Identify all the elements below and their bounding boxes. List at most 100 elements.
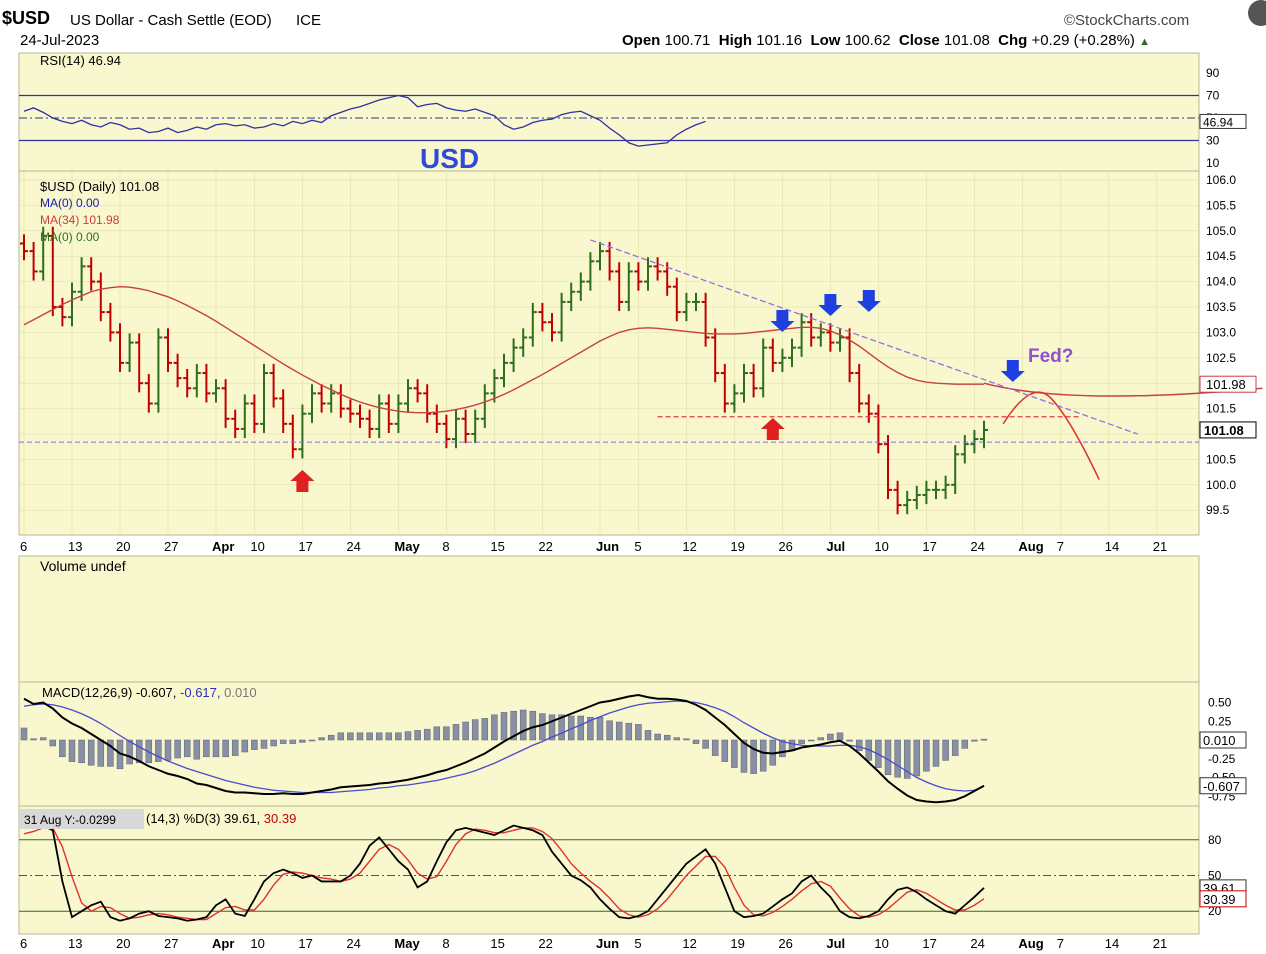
x-tick-label: 22 xyxy=(538,539,552,554)
x-tick-label: 24 xyxy=(970,539,984,554)
price-bar xyxy=(519,328,528,357)
price-tick-label: 101.5 xyxy=(1206,402,1236,416)
x-tick-label: 21 xyxy=(1153,539,1167,554)
price-bar xyxy=(20,234,28,261)
macd-histogram-bar xyxy=(279,739,287,744)
price-bar xyxy=(749,363,758,398)
price-tick-label: 103.0 xyxy=(1206,325,1236,339)
price-bar xyxy=(932,480,940,500)
macd-histogram-bar xyxy=(587,716,594,741)
price-bar xyxy=(884,435,892,500)
down-arrow-icon xyxy=(856,290,881,312)
macd-histogram-bar xyxy=(193,739,201,760)
x-tick-label: 13 xyxy=(68,539,82,554)
price-bar xyxy=(893,480,902,515)
price-bar xyxy=(528,302,537,347)
macd-histogram-bar xyxy=(635,724,642,741)
macd-value-box xyxy=(1199,777,1247,795)
macd-histogram-bar xyxy=(251,739,258,750)
price-bar xyxy=(663,262,672,296)
macd-histogram-bar xyxy=(481,718,489,741)
axis-labels: 90 70 50 30 10 46.94 106.0 105.5 105.0 104.5 104.0… xyxy=(20,66,1257,951)
macd-histogram-bar xyxy=(846,739,853,742)
price-bar xyxy=(605,241,614,281)
x-tick-label: 15 xyxy=(490,539,504,554)
macd-histogram-bar xyxy=(347,732,354,741)
macd-histogram-bar xyxy=(433,726,441,741)
x-tick-label: Jun xyxy=(596,539,619,554)
macd-histogram-bar xyxy=(779,739,786,758)
macd-tick-label: 0.50 xyxy=(1208,696,1232,710)
macd-histogram-bar xyxy=(827,733,834,741)
macd-histogram-bar xyxy=(241,739,249,753)
macd-histogram-bar xyxy=(625,722,633,741)
macd-histogram-bar xyxy=(702,739,709,749)
price-bar xyxy=(730,384,739,413)
price-bar xyxy=(269,363,278,408)
volume-title: Volume undef xyxy=(40,558,126,574)
macd-histogram-bar xyxy=(539,713,546,741)
macd-line xyxy=(23,693,985,804)
price-bar xyxy=(39,226,48,281)
price-bar xyxy=(87,257,96,291)
macd-histogram-bar xyxy=(711,739,719,756)
price-bar xyxy=(298,404,307,459)
price-bar xyxy=(644,257,652,291)
macd-histogram-bar xyxy=(519,709,527,741)
rsi-tick-label: 10 xyxy=(1206,156,1220,170)
price-bar xyxy=(567,282,576,312)
macd-histogram-bar xyxy=(395,732,402,741)
price-tick-label: 99.5 xyxy=(1206,503,1230,517)
macd-histogram-bar xyxy=(212,739,220,758)
price-bar xyxy=(960,435,969,464)
stochastic-panel xyxy=(18,805,1200,935)
price-bar xyxy=(404,379,412,413)
price-bar xyxy=(125,333,134,373)
macd-histogram-bar xyxy=(404,731,412,741)
macd-histogram-bar xyxy=(337,732,345,741)
macd-histogram-bar xyxy=(923,739,930,772)
macd-histogram-bar xyxy=(673,737,681,741)
x-tick-label: 8 xyxy=(442,539,449,554)
x-tick-label: 27 xyxy=(164,539,178,554)
price-bar xyxy=(922,480,931,505)
price-bar xyxy=(231,409,240,439)
price-bar xyxy=(116,323,124,373)
macd-histogram-bar xyxy=(903,739,911,779)
fed-annotation: Fed? xyxy=(1028,346,1073,367)
price-bar xyxy=(490,368,499,403)
price-layer xyxy=(19,226,1263,515)
stoch-d-value-label: 30.39 xyxy=(1203,892,1236,907)
x-tick-label-bottom: 17 xyxy=(298,936,312,951)
price-bar xyxy=(864,394,873,423)
grid-lines xyxy=(19,171,1199,535)
price-bar xyxy=(192,363,201,398)
price-tick-label: 104.0 xyxy=(1206,275,1236,289)
macd-histogram-bar xyxy=(356,732,364,741)
x-tick-label-bottom: 22 xyxy=(538,936,552,951)
macd-histogram-bar xyxy=(750,739,757,774)
macd-histogram-bar xyxy=(577,715,585,741)
volume-panel xyxy=(18,555,1200,683)
price-bar xyxy=(874,404,883,454)
macd-histogram-bar xyxy=(913,739,921,777)
x-tick-label: 26 xyxy=(778,539,792,554)
price-bar xyxy=(288,414,297,459)
price-tick-label: 105.5 xyxy=(1206,198,1236,212)
x-tick-label: 6 xyxy=(20,539,27,554)
macd-histogram-bar xyxy=(596,716,604,741)
up-arrow-icon xyxy=(760,418,785,440)
macd-histogram-bar xyxy=(471,719,479,741)
x-tick-label-bottom: Jun xyxy=(596,936,619,951)
price-bar xyxy=(788,338,796,367)
price-bar xyxy=(768,338,777,373)
macd-histogram-bar xyxy=(39,737,47,741)
macd-histogram-bar xyxy=(855,739,863,752)
macd-histogram-bar xyxy=(270,739,277,747)
macd-title: MACD(12,26,9) -0.607, -0.617, 0.010 xyxy=(42,685,257,700)
x-tick-label: 5 xyxy=(634,539,641,554)
price-bar xyxy=(912,485,921,510)
chart-date: 24-Jul-2023 xyxy=(20,32,100,49)
cursor-readout: 31 Aug Y:-0.0299 xyxy=(24,813,116,827)
close-icon[interactable] xyxy=(1248,0,1266,26)
